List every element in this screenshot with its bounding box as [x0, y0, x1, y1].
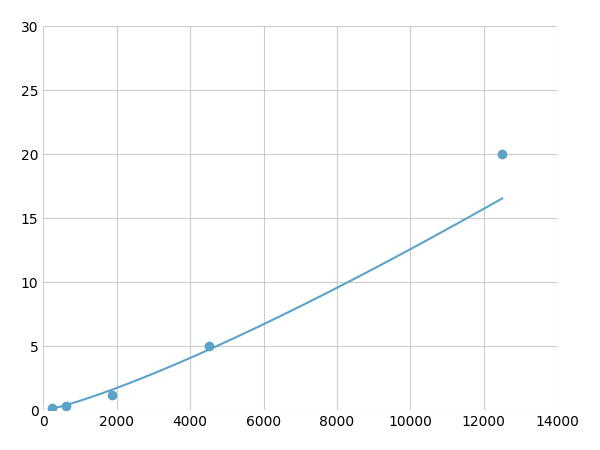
Point — [47, 404, 57, 411]
Point — [61, 403, 71, 410]
Point — [107, 392, 117, 399]
Point — [497, 151, 507, 158]
Point — [204, 343, 214, 350]
